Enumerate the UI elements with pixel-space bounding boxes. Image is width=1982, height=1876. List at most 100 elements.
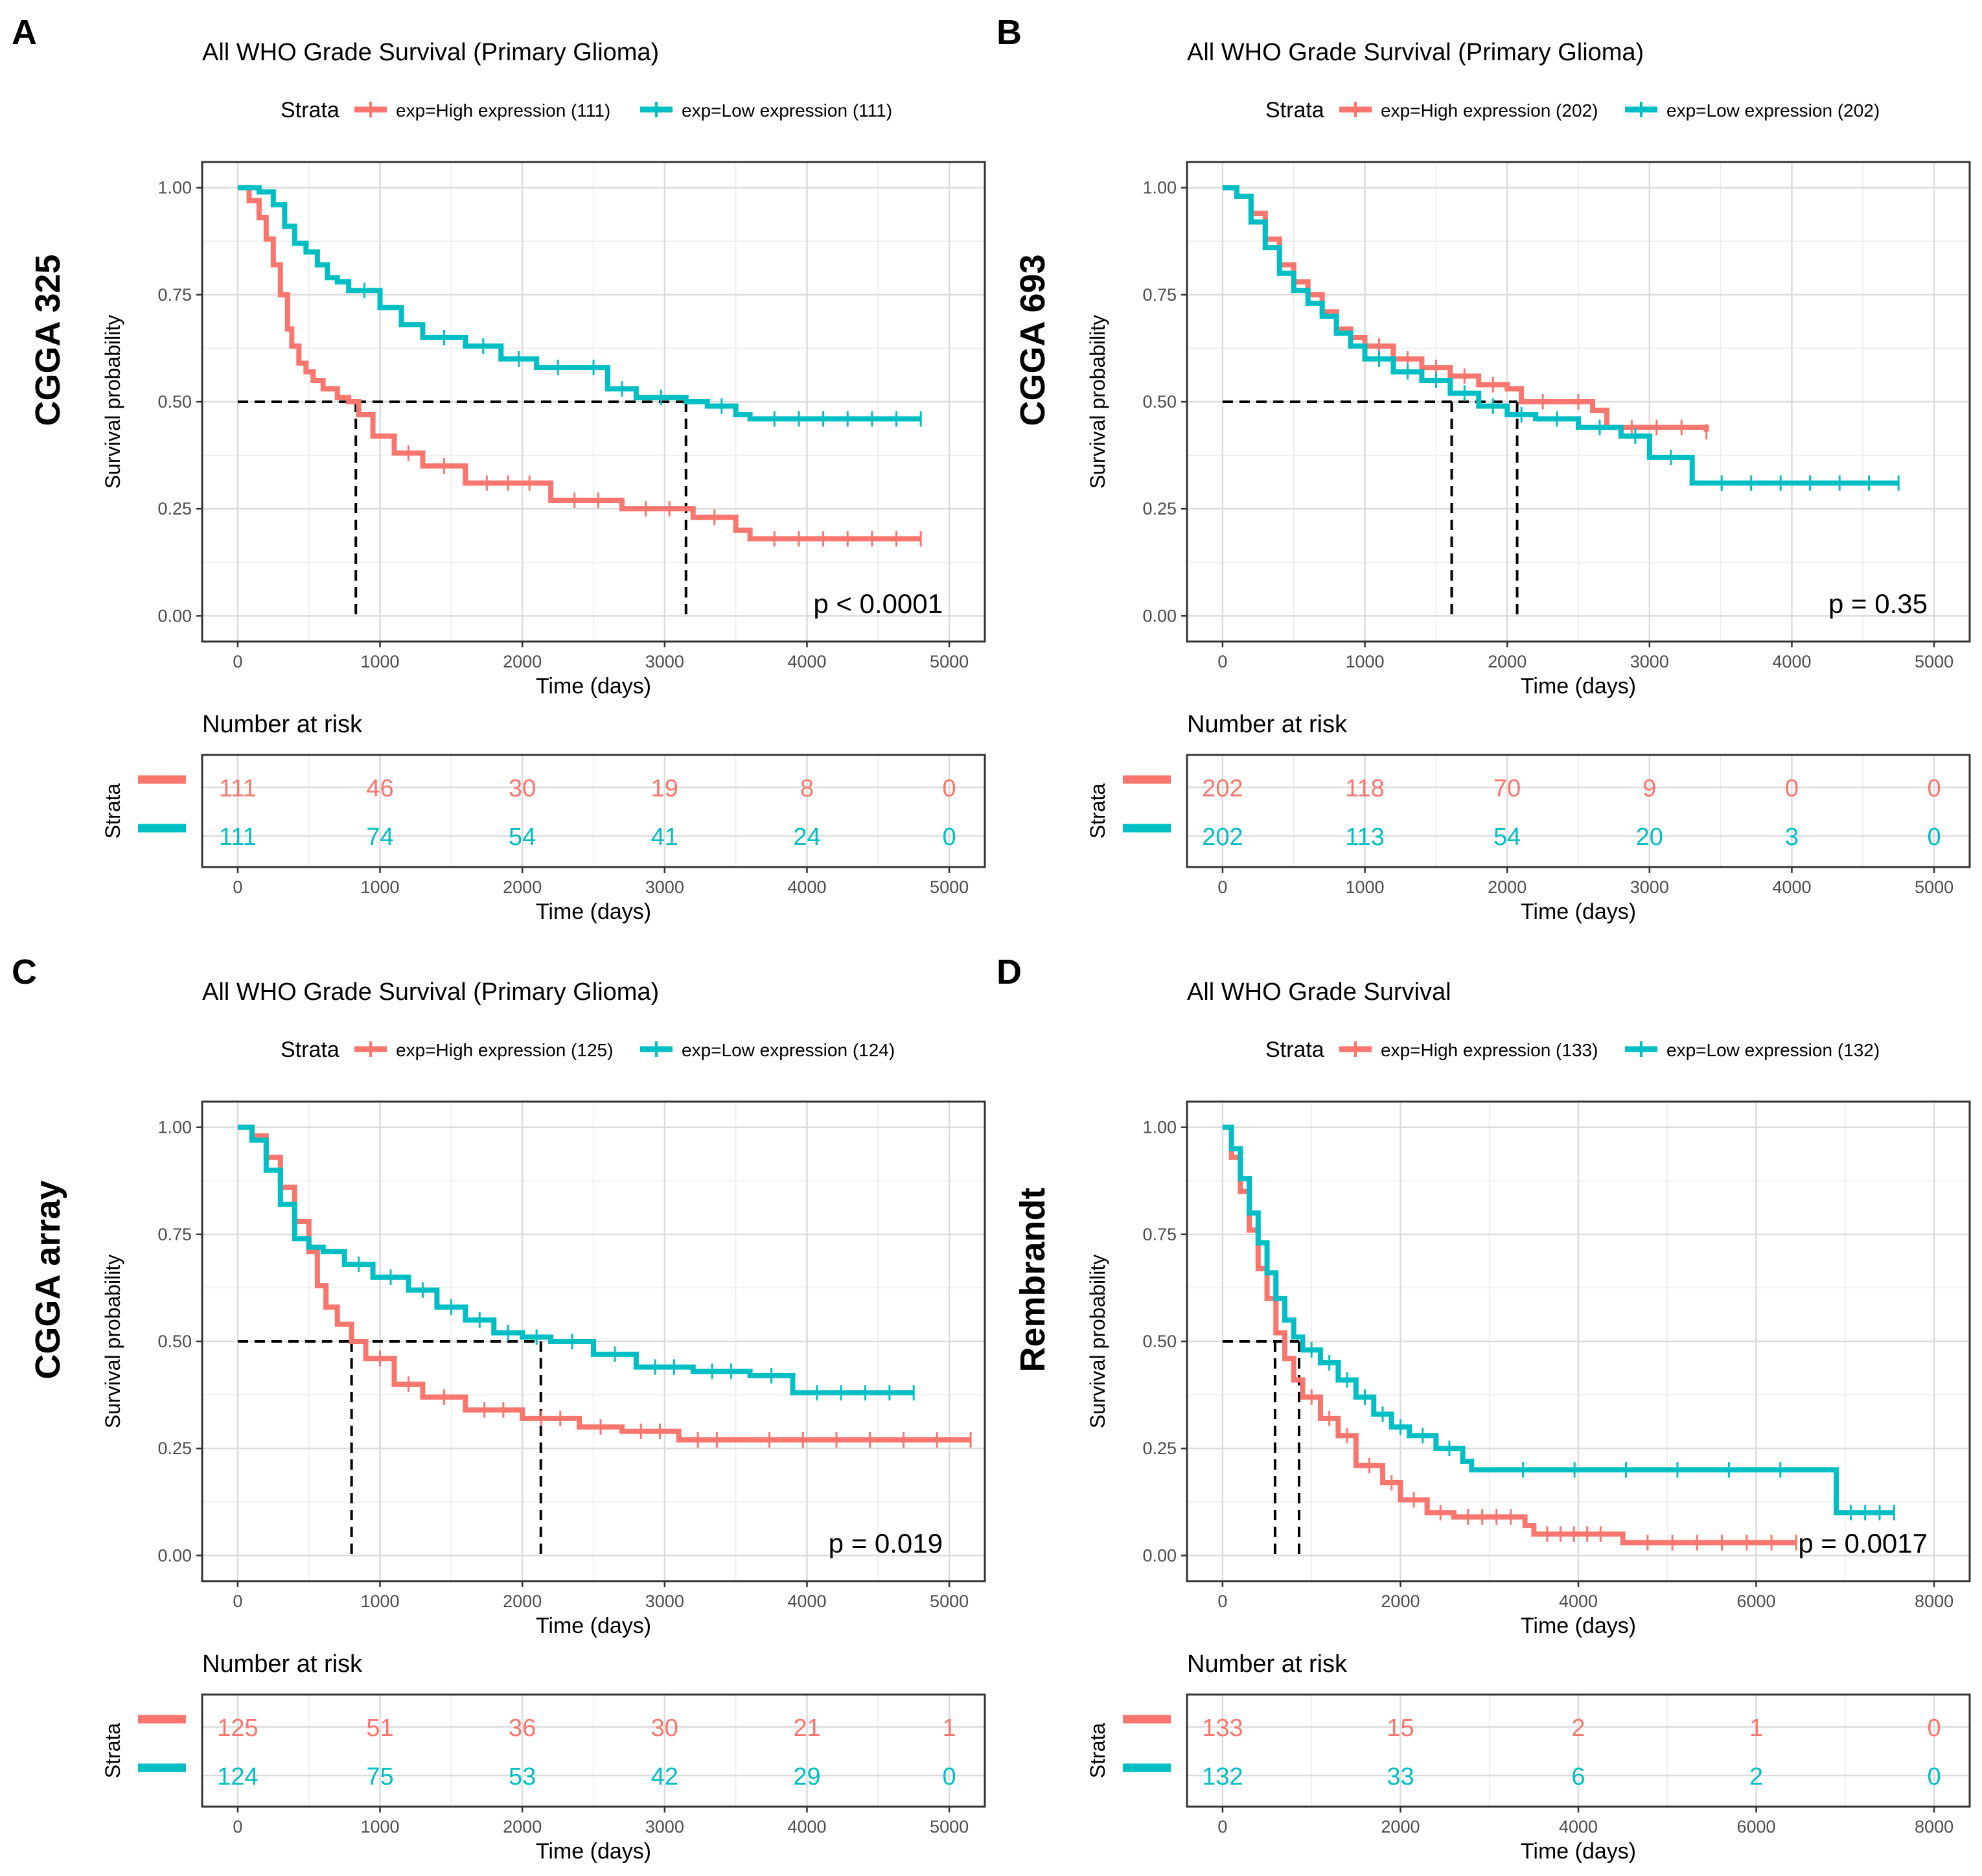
risk-count: 0 — [1928, 824, 1941, 851]
risk-count: 0 — [1785, 775, 1799, 802]
x-tick-label: 2000 — [1381, 1592, 1420, 1611]
risk-y-axis-title: Strata — [1086, 783, 1109, 839]
risk-count: 3 — [1785, 824, 1799, 851]
risk-count: 21 — [793, 1715, 820, 1742]
risk-x-tick-label: 1000 — [1346, 877, 1385, 897]
risk-count: 29 — [793, 1763, 820, 1790]
grid — [1187, 162, 1970, 642]
x-tick-label: 2000 — [503, 1592, 542, 1611]
y-tick-label: 0.50 — [1142, 1332, 1177, 1351]
km-plot: 0 1000 2000 3000 4000 5000 0.00 0.25 0.50 0.75 1.0… — [101, 161, 986, 699]
risk-count: 8 — [800, 775, 814, 802]
legend-label-1: exp=Low expression (124) — [682, 1040, 895, 1060]
km-plot: 0 1000 2000 3000 4000 5000 0.00 0.25 0.50 0.75 1.0… — [1086, 161, 1971, 699]
risk-count: 36 — [509, 1715, 536, 1742]
censor-marks-1 — [1310, 1342, 1895, 1521]
y-tick-label: 0.00 — [1142, 1546, 1177, 1565]
risk-x-tick-label: 2000 — [1381, 1817, 1420, 1836]
panel-a: A CGGA 325 All WHO Grade Survival (Primary… — [12, 13, 986, 924]
risk-table: Number at risk 133 15 2 1 0 132 33 6 2 0 0 2000 4000 6… — [1086, 1650, 1971, 1864]
risk-count: 75 — [366, 1763, 393, 1790]
risk-x-tick-label: 6000 — [1737, 1817, 1776, 1836]
risk-table-border — [201, 1693, 986, 1808]
x-tick-label: 5000 — [1915, 652, 1953, 671]
risk-table: Number at risk 111 46 30 19 8 0 111 74 54 41 24 0 0 10… — [101, 711, 986, 924]
legend-title: Strata — [1265, 1037, 1324, 1062]
legend-title: Strata — [281, 1037, 340, 1062]
legend-label-0: exp=High expression (133) — [1381, 1040, 1598, 1060]
legend-label-1: exp=Low expression (111) — [682, 100, 892, 121]
risk-x-axis-title: Time (days) — [1521, 899, 1636, 924]
risk-count: 0 — [943, 824, 956, 851]
risk-table-title: Number at risk — [1187, 711, 1348, 738]
risk-count: 0 — [1928, 1715, 1941, 1742]
y-tick-label: 0.00 — [157, 606, 192, 625]
risk-count: 54 — [509, 824, 536, 851]
chart-title: All WHO Grade Survival (Primary Glioma) — [202, 979, 659, 1006]
risk-count: 0 — [1928, 775, 1941, 802]
risk-x-tick-label: 8000 — [1915, 1817, 1953, 1836]
x-tick-label: 5000 — [930, 652, 969, 671]
survival-curve-0 — [237, 185, 921, 542]
y-axis-title: Survival probability — [1086, 1255, 1109, 1429]
censor-marks-0 — [1310, 1389, 1797, 1551]
risk-count: 1 — [943, 1715, 956, 1742]
censor-marks-0 — [407, 445, 922, 547]
panel-letter: D — [997, 953, 1022, 991]
chart-title: All WHO Grade Survival (Primary Glioma) — [202, 39, 659, 66]
censor-marks-1 — [358, 1256, 915, 1401]
risk-count: 70 — [1493, 775, 1521, 802]
risk-table-title: Number at risk — [202, 711, 363, 738]
risk-count: 0 — [943, 775, 956, 802]
risk-x-tick-label: 5000 — [930, 877, 969, 897]
y-tick-label: 0.75 — [157, 285, 192, 305]
risk-x-tick-label: 1000 — [361, 877, 400, 897]
risk-table-border — [1186, 754, 1971, 868]
censor-marks-1 — [363, 283, 922, 427]
risk-count: 30 — [651, 1715, 678, 1742]
risk-table: Number at risk 125 51 36 30 21 1 124 75 53 42 29 0 0 1… — [101, 1650, 986, 1864]
grid — [1187, 1102, 1970, 1581]
y-tick-label: 0.50 — [157, 392, 192, 411]
risk-count: 19 — [651, 775, 678, 802]
legend-title: Strata — [281, 98, 340, 122]
y-tick-label: 0.25 — [157, 499, 192, 518]
x-tick-label: 2000 — [503, 652, 542, 671]
risk-x-tick-label: 4000 — [1772, 877, 1811, 897]
risk-count: 113 — [1345, 824, 1385, 851]
panel-b: B CGGA 693 All WHO Grade Survival (Primary… — [997, 13, 1971, 924]
risk-count: 132 — [1202, 1763, 1243, 1790]
risk-x-tick-label: 2000 — [503, 1817, 542, 1836]
y-tick-label: 0.50 — [1142, 392, 1177, 411]
risk-count: 46 — [366, 775, 393, 802]
x-tick-label: 2000 — [1488, 652, 1527, 671]
x-tick-label: 4000 — [1559, 1592, 1598, 1611]
risk-y-axis-title: Strata — [101, 783, 124, 839]
risk-count: 20 — [1636, 824, 1663, 851]
survival-curve-1 — [1222, 1124, 1895, 1516]
risk-x-tick-label: 0 — [233, 877, 242, 897]
y-tick-label: 1.00 — [157, 178, 192, 198]
panel-letter: A — [12, 13, 37, 52]
y-tick-label: 0.75 — [1142, 285, 1177, 305]
risk-count: 124 — [217, 1763, 258, 1790]
y-tick-label: 1.00 — [157, 1118, 192, 1137]
risk-count: 111 — [219, 824, 257, 851]
y-tick-label: 1.00 — [1142, 178, 1177, 198]
risk-x-tick-label: 4000 — [787, 1817, 826, 1836]
legend-label-0: exp=High expression (202) — [1381, 100, 1598, 121]
risk-count: 0 — [1928, 1763, 1941, 1790]
panel-c: C CGGA array All WHO Grade Survival (Prima… — [12, 953, 986, 1864]
risk-x-axis-title: Time (days) — [536, 1839, 651, 1864]
risk-count: 54 — [1493, 824, 1521, 851]
x-tick-label: 4000 — [787, 1592, 826, 1611]
y-tick-label: 0.75 — [1142, 1225, 1177, 1244]
risk-x-tick-label: 2000 — [503, 877, 542, 897]
risk-y-axis-title: Strata — [101, 1723, 124, 1779]
y-tick-label: 0.00 — [157, 1546, 192, 1565]
x-tick-label: 6000 — [1737, 1592, 1776, 1611]
dataset-label: CGGA 693 — [1013, 254, 1052, 426]
risk-x-tick-label: 5000 — [930, 1817, 969, 1836]
y-axis-title: Survival probability — [101, 315, 124, 489]
x-tick-label: 4000 — [1772, 652, 1811, 671]
